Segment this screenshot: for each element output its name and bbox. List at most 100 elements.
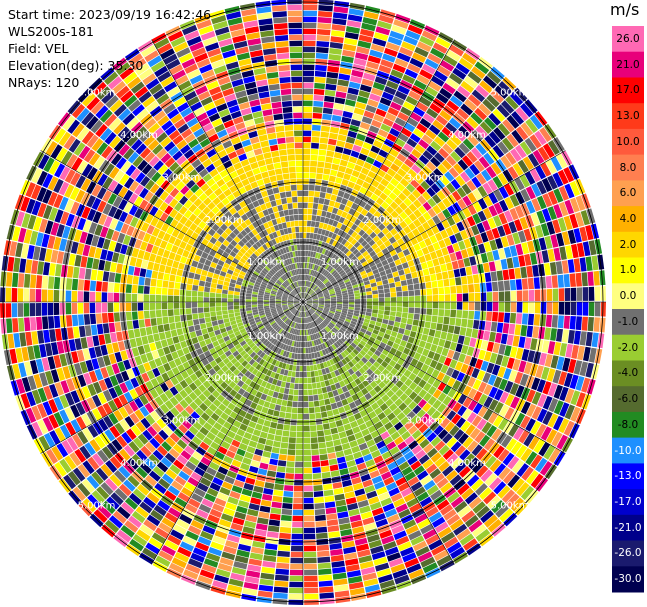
velocity-gate bbox=[261, 329, 268, 335]
velocity-gate bbox=[306, 226, 311, 233]
velocity-gate bbox=[177, 231, 185, 241]
velocity-gate bbox=[288, 264, 293, 271]
velocity-gate bbox=[483, 384, 493, 396]
velocity-gate bbox=[133, 437, 144, 449]
velocity-gate bbox=[411, 189, 421, 199]
velocity-gate bbox=[382, 219, 390, 227]
velocity-gate bbox=[351, 281, 358, 286]
velocity-gate bbox=[428, 124, 441, 136]
velocity-gate bbox=[118, 143, 130, 156]
velocity-gate bbox=[206, 355, 215, 363]
velocity-gate bbox=[353, 310, 360, 314]
velocity-gate bbox=[134, 355, 143, 366]
velocity-gate bbox=[241, 383, 249, 391]
velocity-gate bbox=[223, 188, 232, 197]
velocity-gate bbox=[198, 280, 206, 287]
velocity-gate bbox=[440, 417, 451, 429]
velocity-gate bbox=[348, 336, 355, 342]
velocity-gate bbox=[225, 540, 239, 549]
velocity-gate bbox=[335, 146, 344, 154]
velocity-gate bbox=[111, 363, 120, 375]
velocity-gate bbox=[198, 168, 209, 178]
velocity-gate bbox=[236, 505, 248, 514]
velocity-gate bbox=[216, 288, 222, 294]
velocity-gate bbox=[256, 378, 263, 386]
velocity-gate bbox=[50, 249, 59, 263]
velocity-gate bbox=[441, 271, 449, 280]
velocity-gate bbox=[152, 127, 164, 139]
velocity-gate bbox=[245, 210, 253, 219]
velocity-gate bbox=[265, 355, 271, 363]
velocity-gate bbox=[312, 473, 322, 480]
velocity-gate bbox=[176, 139, 188, 150]
velocity-gate bbox=[373, 513, 386, 522]
velocity-gate bbox=[334, 234, 341, 242]
velocity-gate bbox=[187, 96, 200, 107]
velocity-gate bbox=[388, 192, 398, 201]
velocity-gate bbox=[192, 451, 203, 461]
velocity-gate bbox=[89, 302, 96, 314]
velocity-gate bbox=[162, 316, 169, 325]
velocity-gate bbox=[145, 380, 154, 391]
velocity-gate bbox=[399, 322, 407, 329]
velocity-gate bbox=[312, 118, 322, 125]
velocity-gate bbox=[492, 311, 499, 322]
velocity-gate bbox=[364, 176, 374, 184]
velocity-gate bbox=[336, 307, 342, 310]
velocity-gate bbox=[303, 455, 312, 462]
velocity-gate bbox=[315, 64, 327, 72]
velocity-gate bbox=[264, 294, 270, 297]
velocity-gate bbox=[248, 358, 256, 366]
velocity-gate bbox=[332, 357, 338, 364]
velocity-gate bbox=[225, 325, 232, 332]
velocity-gate bbox=[170, 219, 179, 228]
velocity-gate bbox=[275, 300, 281, 302]
velocity-gate bbox=[150, 216, 159, 227]
velocity-gate bbox=[443, 487, 457, 499]
velocity-gate bbox=[168, 281, 175, 289]
velocity-gate bbox=[402, 101, 415, 111]
velocity-gate bbox=[514, 412, 526, 426]
velocity-gate bbox=[474, 302, 481, 311]
velocity-gate bbox=[123, 339, 132, 350]
velocity-gate bbox=[268, 357, 274, 364]
velocity-gate bbox=[451, 413, 462, 425]
velocity-gate bbox=[285, 467, 295, 474]
velocity-gate bbox=[242, 113, 254, 122]
velocity-gate bbox=[495, 237, 504, 249]
velocity-gate bbox=[268, 280, 275, 285]
velocity-gate bbox=[343, 105, 355, 113]
velocity-gate bbox=[345, 167, 354, 175]
velocity-gate bbox=[342, 148, 352, 156]
velocity-gate bbox=[290, 292, 296, 297]
velocity-gate bbox=[442, 433, 453, 444]
velocity-gate bbox=[310, 282, 314, 289]
velocity-gate bbox=[173, 295, 180, 302]
velocity-gate bbox=[453, 268, 461, 278]
velocity-gate bbox=[528, 289, 535, 302]
velocity-gate bbox=[420, 475, 432, 486]
velocity-gate bbox=[235, 474, 247, 483]
velocity-gate bbox=[332, 350, 338, 357]
velocity-gate bbox=[342, 306, 349, 309]
velocity-gate bbox=[307, 301, 313, 302]
velocity-gate bbox=[184, 445, 195, 456]
velocity-gate bbox=[326, 244, 332, 251]
velocity-gate bbox=[272, 287, 278, 291]
velocity-gate bbox=[289, 431, 297, 438]
velocity-gate bbox=[225, 258, 232, 265]
velocity-gate bbox=[438, 355, 447, 364]
velocity-gate bbox=[341, 231, 348, 239]
velocity-gate bbox=[317, 253, 322, 259]
velocity-gate bbox=[290, 293, 295, 297]
velocity-gate bbox=[56, 341, 65, 354]
velocity-gate bbox=[390, 367, 398, 376]
velocity-gate bbox=[284, 318, 290, 324]
velocity-gate bbox=[311, 136, 320, 143]
velocity-gate bbox=[316, 382, 322, 389]
velocity-gate bbox=[345, 454, 355, 462]
velocity-gate bbox=[340, 351, 347, 358]
velocity-gate bbox=[128, 441, 140, 453]
velocity-gate bbox=[187, 320, 194, 327]
velocity-gate bbox=[239, 328, 246, 334]
